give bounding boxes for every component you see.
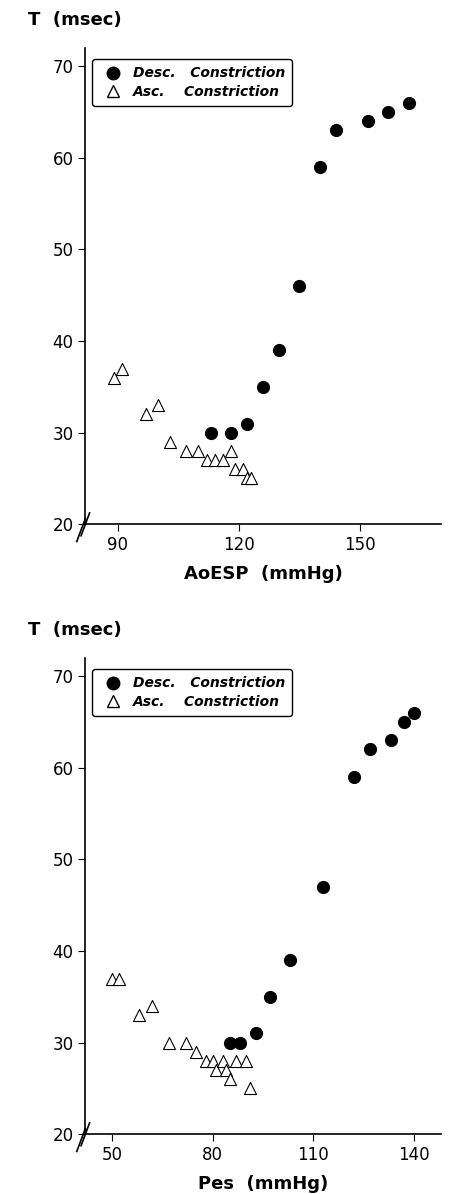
X-axis label: AoESP  (mmHg): AoESP (mmHg)	[184, 565, 342, 583]
Point	[246, 1079, 254, 1098]
Point	[142, 405, 150, 424]
Point	[232, 1052, 240, 1071]
Point	[165, 1033, 173, 1052]
Point	[227, 423, 235, 442]
Point	[182, 442, 190, 461]
Point	[149, 997, 156, 1016]
Point	[135, 1005, 143, 1024]
Point	[253, 1024, 260, 1044]
Point	[203, 450, 210, 469]
Point	[275, 340, 283, 359]
Point	[212, 1060, 220, 1079]
Point	[296, 277, 303, 296]
Point	[226, 1033, 233, 1052]
Point	[222, 1060, 230, 1079]
Point	[332, 121, 339, 140]
Point	[410, 703, 418, 722]
Point	[231, 460, 238, 479]
Point	[182, 1033, 190, 1052]
Point	[247, 469, 255, 488]
Point	[227, 442, 235, 461]
Text: T  (msec): T (msec)	[28, 11, 122, 29]
Point	[110, 368, 118, 387]
Point	[243, 1052, 250, 1071]
Legend: Desc.   Constriction, Asc.    Constriction: Desc. Constriction, Asc. Constriction	[92, 60, 292, 105]
Point	[400, 713, 408, 732]
Point	[195, 442, 202, 461]
Point	[219, 1052, 227, 1071]
Point	[266, 987, 273, 1007]
Point	[243, 469, 251, 488]
Point	[350, 768, 357, 787]
Point	[166, 432, 174, 451]
Point	[286, 950, 294, 970]
X-axis label: Pes  (mmHg): Pes (mmHg)	[198, 1175, 328, 1193]
Legend: Desc.   Constriction, Asc.    Constriction: Desc. Constriction, Asc. Constriction	[92, 670, 292, 715]
Point	[384, 103, 392, 122]
Text: T  (msec): T (msec)	[28, 621, 122, 639]
Point	[226, 1070, 233, 1089]
Point	[236, 1033, 243, 1052]
Point	[115, 970, 123, 989]
Point	[109, 970, 116, 989]
Point	[154, 395, 162, 414]
Point	[387, 731, 394, 750]
Point	[192, 1042, 200, 1061]
Point	[239, 460, 246, 479]
Point	[405, 93, 412, 112]
Point	[259, 377, 267, 396]
Point	[316, 158, 323, 177]
Point	[211, 450, 219, 469]
Point	[202, 1052, 210, 1071]
Point	[319, 878, 327, 897]
Point	[118, 359, 126, 378]
Point	[209, 1052, 217, 1071]
Point	[366, 740, 374, 759]
Point	[219, 450, 227, 469]
Point	[207, 423, 214, 442]
Point	[365, 111, 372, 130]
Point	[243, 414, 251, 433]
